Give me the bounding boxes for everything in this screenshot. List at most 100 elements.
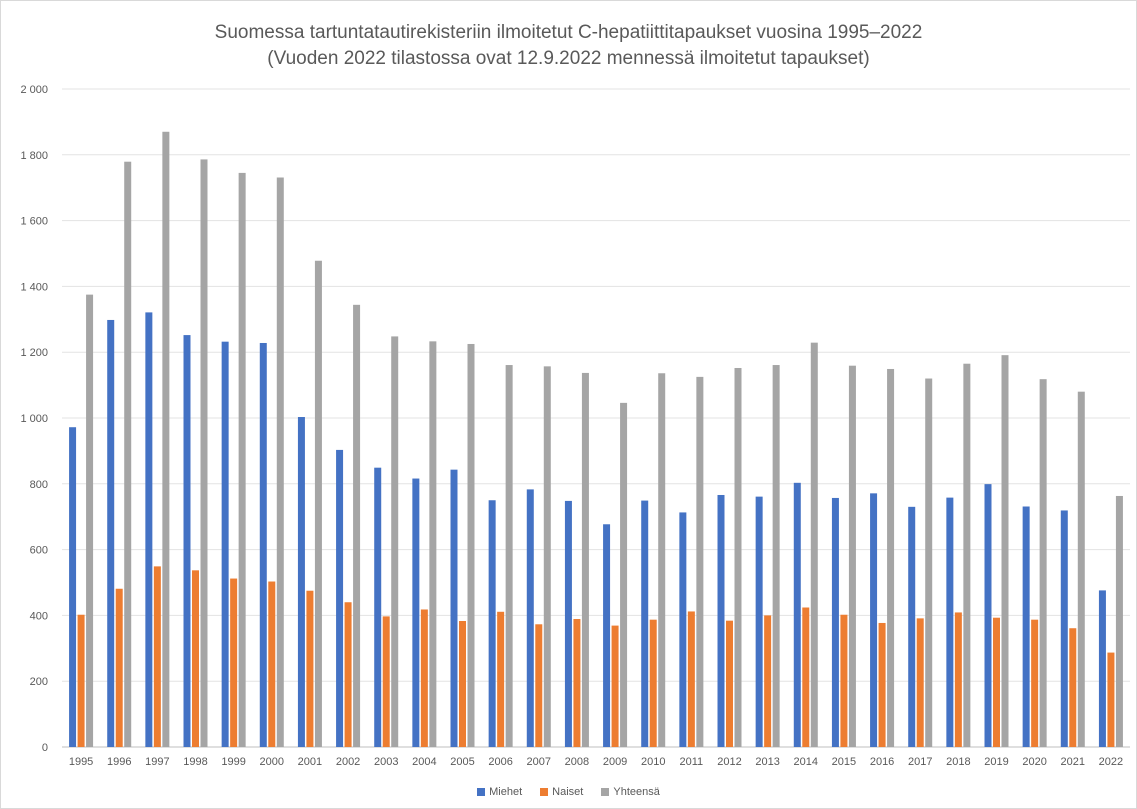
bar-yhteensa-2009 <box>620 402 628 747</box>
bar-naiset-2003 <box>382 616 390 747</box>
x-tick-label: 2011 <box>680 756 704 768</box>
legend-item: Naiset <box>540 786 583 798</box>
bar-miehet-2001 <box>297 417 305 747</box>
x-tick-label: 2013 <box>755 756 779 768</box>
bar-naiset-2000 <box>268 581 276 747</box>
y-tick-label: 1 800 <box>20 150 48 162</box>
bar-yhteensa-2020 <box>1039 379 1047 747</box>
bar-yhteensa-2018 <box>963 363 971 747</box>
bar-miehet-1999 <box>221 341 229 747</box>
bar-naiset-2016 <box>878 622 886 747</box>
bar-naiset-2013 <box>764 615 772 747</box>
bar-miehet-2020 <box>1022 506 1030 747</box>
x-tick-label: 2017 <box>908 756 932 768</box>
bar-miehet-1997 <box>145 312 153 747</box>
chart-title: Suomessa tartuntatautirekisteriin ilmoit… <box>214 22 923 43</box>
bar-yhteensa-2001 <box>314 260 322 747</box>
bar-miehet-2019 <box>984 484 992 747</box>
bar-naiset-2021 <box>1069 628 1077 747</box>
legend-label: Yhteensä <box>613 786 660 798</box>
bar-miehet-1996 <box>107 319 115 747</box>
bar-naiset-2008 <box>573 619 581 747</box>
chart-legend: Miehet Naiset Yhteensä <box>0 786 1137 798</box>
bar-yhteensa-2010 <box>658 373 666 747</box>
bar-naiset-2011 <box>687 611 695 747</box>
y-tick-label: 2 000 <box>20 84 48 96</box>
bar-miehet-2015 <box>831 497 839 747</box>
bar-naiset-2017 <box>916 618 924 747</box>
bar-naiset-1996 <box>115 588 123 747</box>
bar-yhteensa-1999 <box>238 172 246 747</box>
bar-yhteensa-2017 <box>925 378 933 747</box>
legend-item: Miehet <box>477 786 522 798</box>
x-tick-label: 2021 <box>1061 756 1085 768</box>
bar-yhteensa-1995 <box>86 294 94 747</box>
bar-yhteensa-2008 <box>581 372 589 747</box>
bar-naiset-1997 <box>153 566 161 747</box>
x-tick-label: 1999 <box>221 756 245 768</box>
legend-swatch <box>601 788 610 796</box>
bar-miehet-2018 <box>946 497 954 747</box>
bar-miehet-2008 <box>564 500 572 747</box>
bar-naiset-2010 <box>649 619 657 747</box>
bar-miehet-2014 <box>793 482 801 747</box>
legend-label: Naiset <box>552 786 584 798</box>
legend-swatch <box>540 788 549 796</box>
bar-yhteensa-2011 <box>696 376 704 747</box>
y-tick-label: 0 <box>42 742 48 754</box>
bar-naiset-2022 <box>1107 652 1115 747</box>
bar-yhteensa-2004 <box>429 341 437 747</box>
bar-yhteensa-2007 <box>543 366 551 747</box>
legend-label: Miehet <box>489 786 523 798</box>
chart-title-block: Suomessa tartuntatautirekisteriin ilmoit… <box>0 20 1137 72</box>
bar-yhteensa-2013 <box>772 365 780 747</box>
x-tick-label: 2010 <box>641 756 665 768</box>
bar-yhteensa-1997 <box>162 131 170 747</box>
x-tick-label: 2000 <box>260 756 284 768</box>
bar-miehet-2013 <box>755 496 763 747</box>
bar-naiset-2019 <box>993 617 1000 747</box>
x-tick-label: 2018 <box>946 756 970 768</box>
y-tick-label: 1 600 <box>20 216 48 228</box>
bar-miehet-2010 <box>641 500 649 747</box>
bar-naiset-2018 <box>954 612 962 747</box>
bar-miehet-2000 <box>259 342 267 747</box>
x-tick-label: 2008 <box>565 756 589 768</box>
bar-naiset-2012 <box>726 620 733 747</box>
bar-miehet-2021 <box>1060 510 1068 747</box>
bar-naiset-1999 <box>230 578 238 747</box>
bar-miehet-2003 <box>374 467 382 747</box>
x-tick-label: 2015 <box>832 756 856 768</box>
bar-miehet-2002 <box>336 449 344 747</box>
bar-yhteensa-2012 <box>734 367 742 747</box>
x-tick-label: 1997 <box>145 756 169 768</box>
y-tick-label: 200 <box>30 676 48 688</box>
x-tick-label: 2012 <box>717 756 741 768</box>
bar-miehet-2016 <box>870 493 878 747</box>
bar-naiset-2020 <box>1031 619 1039 747</box>
x-tick-label: 2014 <box>794 756 818 768</box>
x-tick-label: 2009 <box>603 756 627 768</box>
bar-yhteensa-2006 <box>505 365 513 747</box>
bar-naiset-1995 <box>77 614 85 747</box>
y-tick-label: 600 <box>30 545 48 557</box>
bar-yhteensa-2005 <box>467 343 475 747</box>
bar-yhteensa-2015 <box>848 365 856 747</box>
x-tick-label: 1998 <box>183 756 207 768</box>
bar-yhteensa-2022 <box>1115 495 1123 747</box>
bar-miehet-2022 <box>1098 590 1106 747</box>
bar-naiset-1998 <box>192 570 199 747</box>
y-tick-label: 1 200 <box>20 347 48 359</box>
x-tick-label: 2019 <box>984 756 1008 768</box>
bar-yhteensa-2021 <box>1077 391 1085 747</box>
chart-subtitle: (Vuoden 2022 tilastossa ovat 12.9.2022 m… <box>267 48 870 69</box>
bar-naiset-2001 <box>306 590 314 747</box>
bar-yhteensa-1998 <box>200 159 208 747</box>
x-tick-label: 1996 <box>107 756 131 768</box>
bar-miehet-2004 <box>412 478 420 747</box>
bar-miehet-1998 <box>183 335 191 747</box>
x-tick-label: 1995 <box>69 756 93 768</box>
legend-item: Yhteensä <box>601 786 660 798</box>
bar-naiset-2005 <box>459 620 466 747</box>
